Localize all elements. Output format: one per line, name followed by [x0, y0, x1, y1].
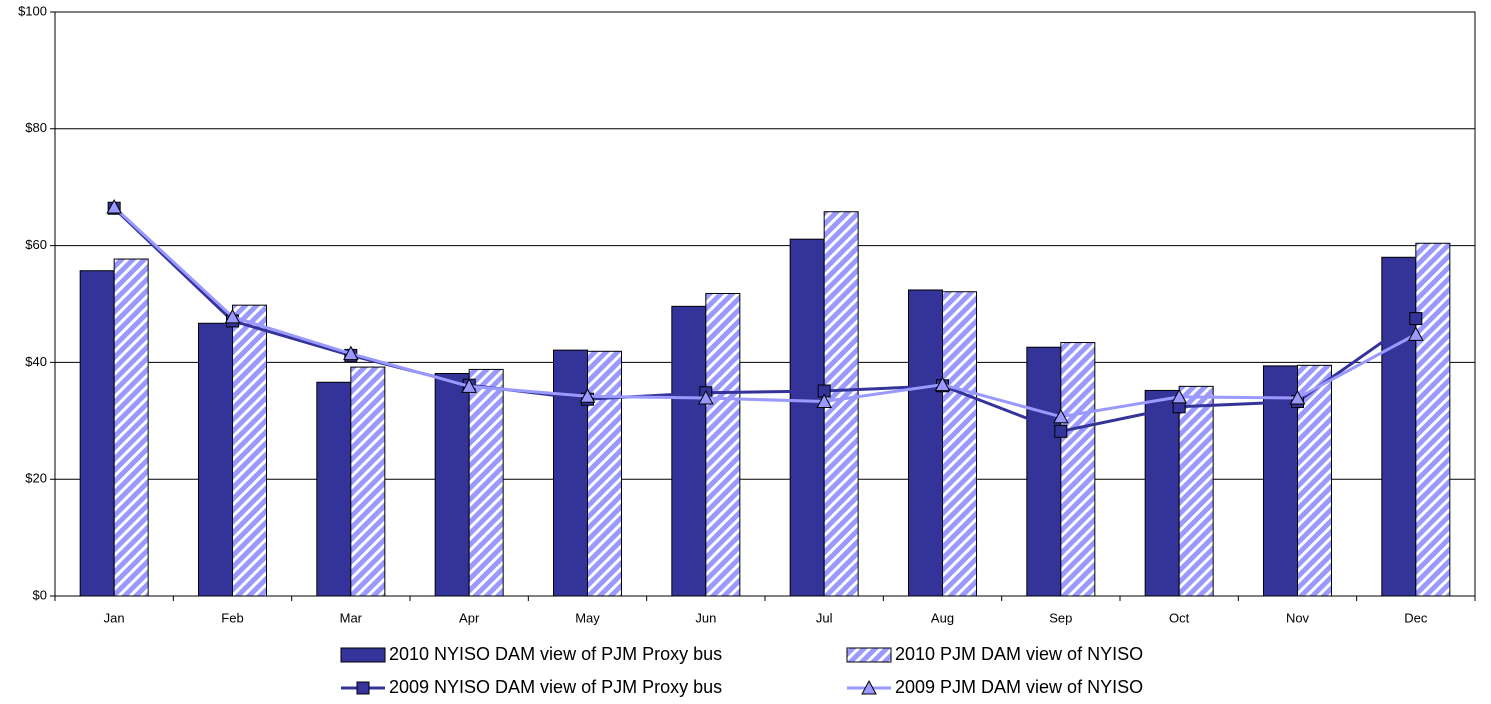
- marker: [342, 345, 359, 361]
- bar: [671, 305, 707, 597]
- x-tick-label: Feb: [221, 610, 243, 625]
- y-tick-label: $20: [25, 471, 47, 486]
- y-tick-label: $0: [33, 587, 47, 602]
- bar: [1178, 385, 1214, 597]
- y-tick-label: $100: [18, 3, 47, 18]
- x-tick-label: Sep: [1049, 610, 1072, 625]
- marker: [1409, 312, 1423, 326]
- legend-marker: [861, 679, 877, 695]
- legend-label: 2010 PJM DAM view of NYISO: [895, 644, 1143, 664]
- x-tick-label: Nov: [1286, 610, 1310, 625]
- marker: [1054, 424, 1068, 438]
- bar: [1026, 346, 1062, 597]
- bar: [1144, 389, 1180, 597]
- marker: [1171, 388, 1188, 404]
- x-tick-label: Dec: [1404, 610, 1428, 625]
- x-tick-label: Aug: [931, 610, 954, 625]
- marker: [461, 378, 478, 393]
- marker: [1289, 389, 1306, 405]
- bar: [823, 211, 859, 597]
- bar: [553, 349, 588, 597]
- bar: [79, 270, 115, 597]
- bar: [1415, 242, 1451, 597]
- x-tick-label: Mar: [340, 610, 363, 625]
- bar: [113, 258, 149, 597]
- legend-swatch: [340, 647, 386, 663]
- bar: [705, 292, 741, 597]
- marker: [1407, 326, 1424, 341]
- x-tick-label: Apr: [459, 610, 480, 625]
- line: [113, 205, 1417, 419]
- bar: [350, 366, 386, 597]
- legend-label: 2009 PJM DAM view of NYISO: [895, 677, 1143, 697]
- marker: [934, 376, 951, 392]
- bar: [434, 372, 470, 597]
- bar: [316, 381, 352, 597]
- x-tick-label: Oct: [1169, 610, 1190, 625]
- bar: [1381, 256, 1417, 597]
- bar: [468, 368, 504, 597]
- x-tick-label: Jan: [104, 610, 125, 625]
- legend-marker: [356, 681, 370, 695]
- bar: [1060, 342, 1096, 597]
- y-tick-label: $60: [25, 237, 47, 252]
- legend-label: 2009 NYISO DAM view of PJM Proxy bus: [389, 677, 722, 697]
- marker: [106, 199, 123, 214]
- bar: [587, 350, 622, 597]
- marker: [1052, 408, 1069, 424]
- bar: [789, 238, 825, 597]
- bar: [198, 322, 233, 597]
- legend-swatch: [846, 647, 892, 663]
- y-tick-label: $40: [25, 354, 47, 369]
- x-tick-label: May: [575, 610, 600, 625]
- y-tick-label: $80: [25, 120, 47, 135]
- bar: [942, 291, 977, 597]
- legend-label: 2010 NYISO DAM view of PJM Proxy bus: [389, 644, 722, 664]
- x-tick-label: Jun: [695, 610, 716, 625]
- marker: [579, 388, 596, 403]
- plot-border: [54, 11, 1476, 597]
- marker: [816, 393, 833, 409]
- line: [113, 207, 1417, 433]
- marker: [224, 308, 241, 324]
- marker: [697, 389, 714, 405]
- bar: [908, 289, 943, 597]
- x-tick-label: Jul: [816, 610, 833, 625]
- bar: [232, 304, 267, 597]
